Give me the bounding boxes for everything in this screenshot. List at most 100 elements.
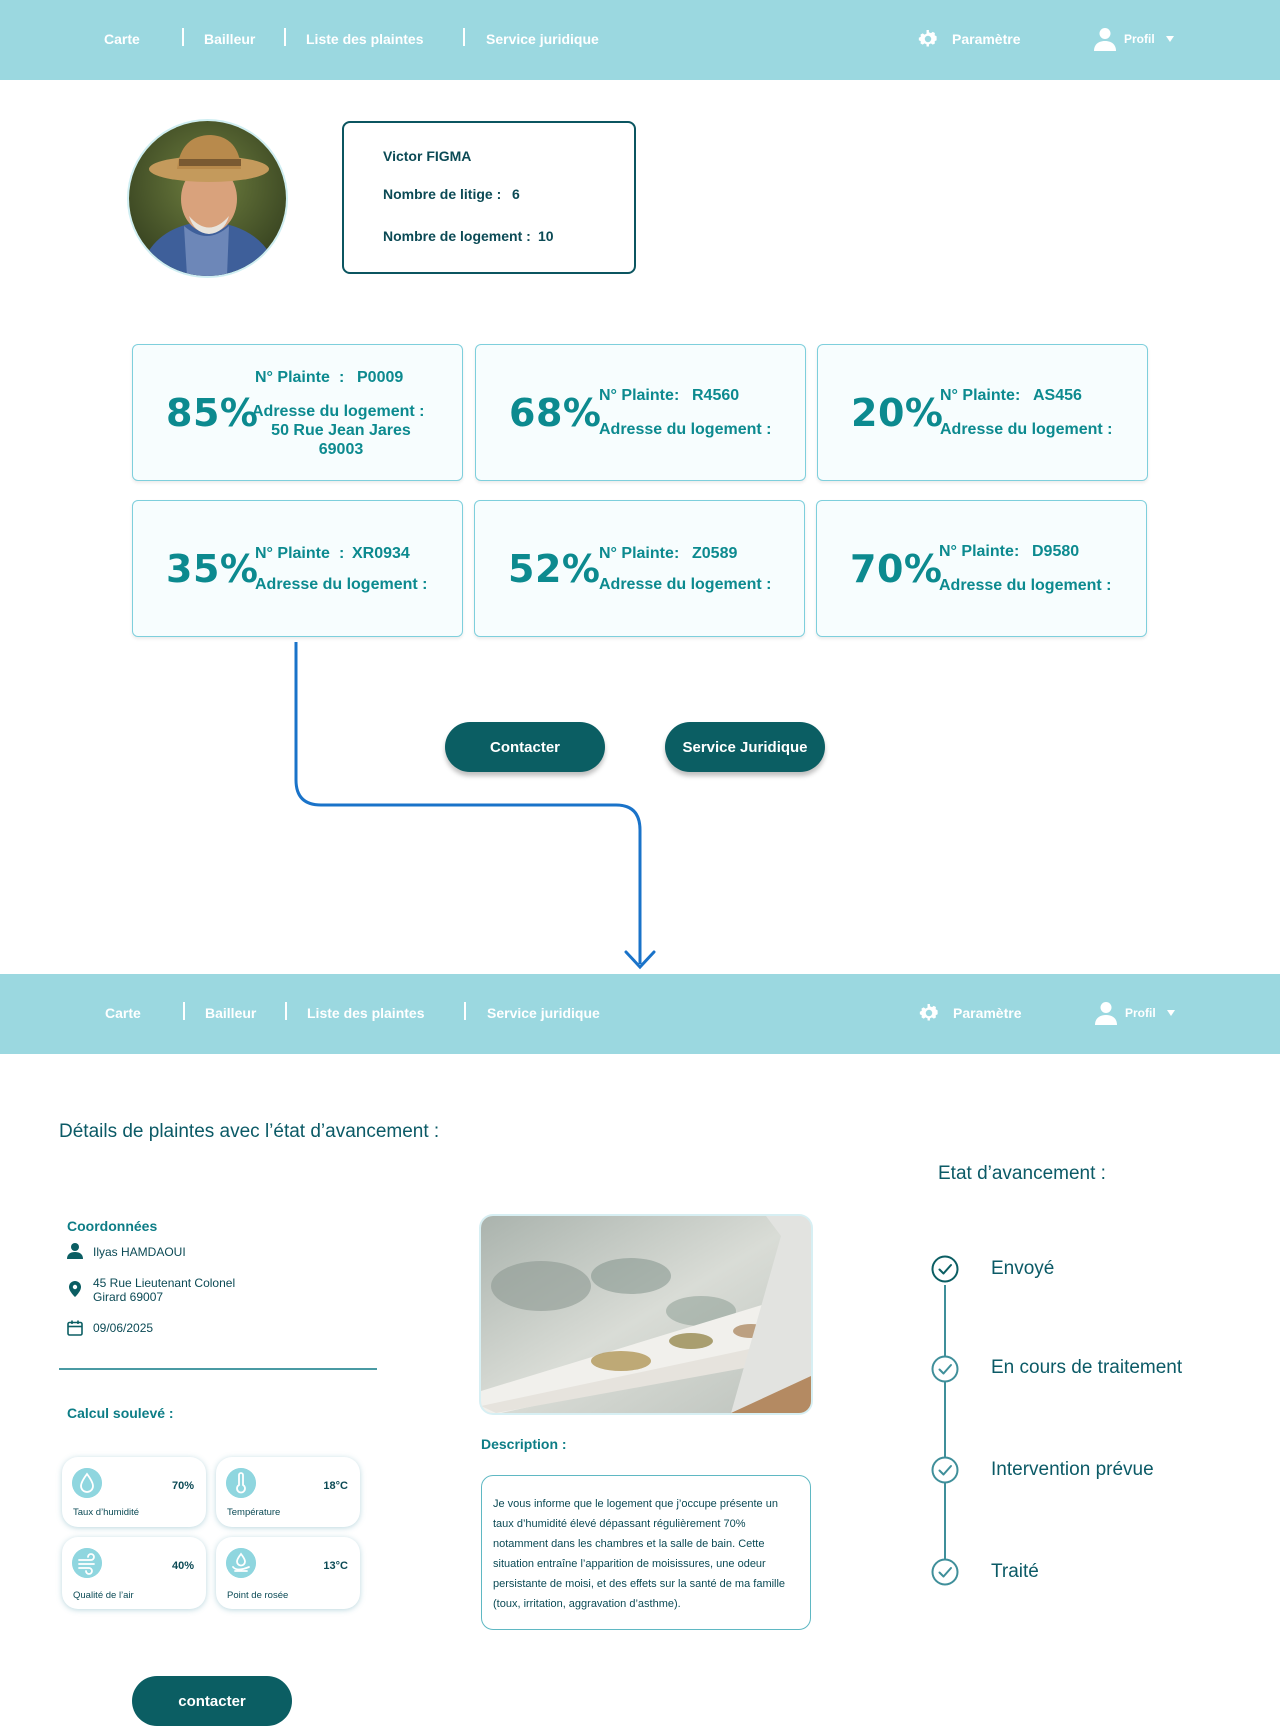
complaint-number-label: N° Plainte xyxy=(939,543,1014,560)
complaint-address-label: Adresse du logement : xyxy=(255,576,428,593)
details-title: Détails de plaintes avec l’état d’avance… xyxy=(59,1121,440,1142)
step-label: En cours de traitement xyxy=(991,1357,1183,1378)
metric-value: 13°C xyxy=(323,1560,348,1572)
litige-value: 6 xyxy=(512,186,520,202)
complaint-percentage: 68% xyxy=(509,390,602,435)
step-label: Envoyé xyxy=(991,1258,1055,1279)
complaint-number: Z0589 xyxy=(692,545,738,562)
complaint-photo xyxy=(481,1216,811,1413)
user-icon[interactable] xyxy=(1094,27,1116,51)
complaint-card[interactable]: 85% N° Plainte : P0009 Adresse du logeme… xyxy=(132,344,463,481)
colon: : xyxy=(1014,543,1020,560)
contact-tenant-button[interactable]: contacter xyxy=(132,1676,292,1726)
nav-liste-plaintes[interactable]: Liste des plaintes xyxy=(306,31,424,47)
metric-card-dew-point: 13°C Point de rosée xyxy=(216,1537,360,1609)
complaint-address-line: 50 Rue Jean Jares xyxy=(271,422,411,439)
logement-value: 10 xyxy=(538,228,554,244)
service-juridique-button[interactable]: Service Juridique xyxy=(665,722,825,772)
colon: : xyxy=(339,545,345,562)
air-wind-icon xyxy=(72,1548,102,1578)
check-circle-icon xyxy=(931,1558,959,1586)
complaint-number: P0009 xyxy=(357,369,404,386)
check-circle-icon xyxy=(931,1355,959,1383)
progress-title: Etat d’avancement : xyxy=(938,1163,1106,1184)
complaint-number-label: N° Plainte xyxy=(599,545,674,562)
complaint-address-label: Adresse du logement : xyxy=(599,421,772,438)
top-navbar: Carte Bailleur Liste des plaintes Servic… xyxy=(0,974,1280,1054)
complaint-number: R4560 xyxy=(692,387,740,404)
gear-icon[interactable] xyxy=(918,1002,940,1024)
nav-separator xyxy=(285,1002,287,1020)
complaint-percentage: 70% xyxy=(850,546,943,591)
complaint-address-label: Adresse du logement : xyxy=(939,577,1112,594)
landlord-info-card: Victor FIGMA Nombre de litige : 6 Nombre… xyxy=(342,121,636,274)
check-circle-icon xyxy=(931,1255,959,1283)
landlord-name: Victor FIGMA xyxy=(383,148,472,164)
nav-bailleur[interactable]: Bailleur xyxy=(205,1005,257,1021)
humidity-drop-icon xyxy=(72,1468,102,1498)
metric-card-humidity: 70% Taux d’humidité xyxy=(62,1457,206,1527)
chevron-down-icon[interactable] xyxy=(1166,36,1174,42)
complaint-number-label: N° Plainte xyxy=(255,545,330,562)
complaint-number-label: N° Plainte xyxy=(599,387,674,404)
tenant-name: Ilyas HAMDAOUI xyxy=(93,1245,186,1259)
complaint-date: 09/06/2025 xyxy=(93,1321,154,1335)
complaint-address-label: Adresse du logement : xyxy=(940,421,1113,438)
person-icon xyxy=(67,1243,83,1259)
litige-label: Nombre de litige : xyxy=(383,186,502,202)
complaint-number-label: N° Plainte xyxy=(255,369,330,386)
tenant-address-line: Girard 69007 xyxy=(93,1290,164,1304)
calendar-icon xyxy=(67,1320,83,1336)
metric-value: 70% xyxy=(171,1480,194,1492)
metric-label: Qualité de l’air xyxy=(73,1590,134,1601)
colon: : xyxy=(674,387,680,404)
nav-liste-plaintes[interactable]: Liste des plaintes xyxy=(307,1005,425,1021)
metric-value: 40% xyxy=(171,1560,194,1572)
complaint-card[interactable]: 20% N° Plainte : AS456 Adresse du logeme… xyxy=(817,344,1148,481)
complaint-card[interactable]: 70% N° Plainte : D9580 Adresse du logeme… xyxy=(816,500,1147,637)
nav-bailleur[interactable]: Bailleur xyxy=(204,31,256,47)
step-label: Intervention prévue xyxy=(991,1459,1154,1480)
complaint-percentage: 52% xyxy=(508,546,601,591)
metric-label: Taux d’humidité xyxy=(73,1507,140,1518)
metric-label: Température xyxy=(227,1507,281,1518)
coordinates-heading: Coordonnées xyxy=(67,1218,158,1234)
complaint-card[interactable]: 35% N° Plainte : XR0934 Adresse du logem… xyxy=(132,500,463,637)
metric-label: Point de rosée xyxy=(227,1590,289,1601)
complaint-number: D9580 xyxy=(1032,543,1080,560)
profil-menu[interactable]: Profil xyxy=(1124,32,1155,46)
metric-value: 18°C xyxy=(323,1480,348,1492)
avatar xyxy=(129,121,286,276)
colon: : xyxy=(674,545,680,562)
step-label: Traité xyxy=(991,1561,1039,1582)
logement-label: Nombre de logement : xyxy=(383,228,531,244)
location-pin-icon xyxy=(69,1281,81,1297)
colon: : xyxy=(339,369,345,386)
complaint-address-label: Adresse du logement : xyxy=(252,403,425,420)
nav-carte[interactable]: Carte xyxy=(105,1005,141,1021)
metric-card-air-quality: 40% Qualité de l’air xyxy=(62,1537,206,1609)
timeline-line xyxy=(944,1285,946,1571)
nav-service-juridique[interactable]: Service juridique xyxy=(487,1005,600,1021)
complaint-address-line: 69003 xyxy=(318,441,364,458)
description-heading: Description : xyxy=(481,1436,567,1452)
nav-service-juridique[interactable]: Service juridique xyxy=(486,31,599,47)
top-navbar: Carte Bailleur Liste des plaintes Servic… xyxy=(0,0,1280,80)
nav-separator xyxy=(183,1002,185,1020)
chevron-down-icon[interactable] xyxy=(1167,1010,1175,1016)
complaint-address-label: Adresse du logement : xyxy=(599,576,772,593)
complaint-card[interactable]: 52% N° Plainte : Z0589 Adresse du logeme… xyxy=(474,500,805,637)
parametre-link[interactable]: Paramètre xyxy=(952,31,1021,47)
user-icon[interactable] xyxy=(1095,1001,1117,1025)
parametre-link[interactable]: Paramètre xyxy=(953,1005,1022,1021)
contacter-button[interactable]: Contacter xyxy=(445,722,605,772)
complaint-card[interactable]: 68% N° Plainte : R4560 Adresse du logeme… xyxy=(475,344,806,481)
metric-card-temperature: 18°C Température xyxy=(216,1457,360,1527)
nav-separator xyxy=(463,28,465,46)
nav-carte[interactable]: Carte xyxy=(104,31,140,47)
complaint-number-label: N° Plainte xyxy=(940,387,1015,404)
gear-icon[interactable] xyxy=(917,28,939,50)
profil-menu[interactable]: Profil xyxy=(1125,1006,1156,1020)
complaint-percentage: 85% xyxy=(166,390,259,435)
nav-separator xyxy=(284,28,286,46)
